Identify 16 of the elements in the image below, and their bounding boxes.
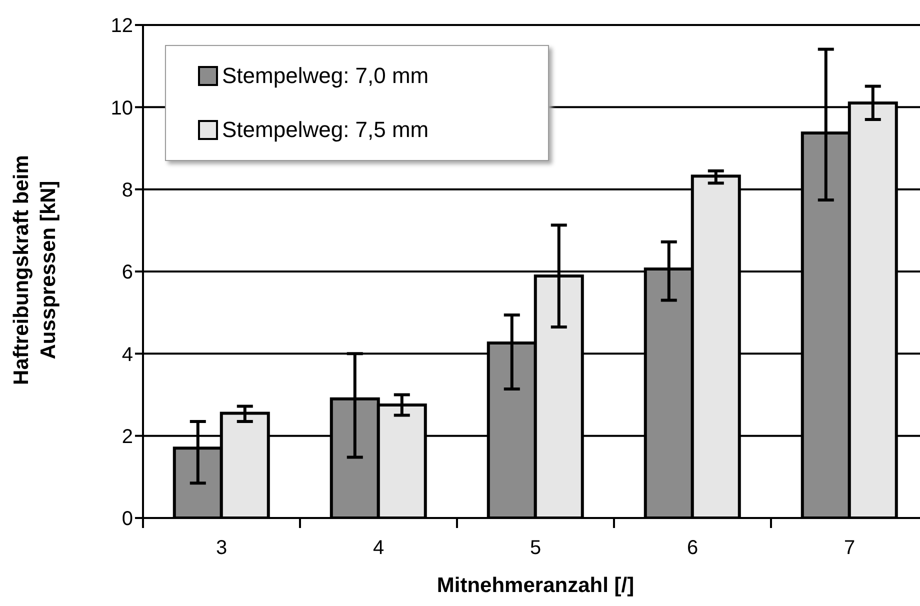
y-tick-label: 0 (122, 508, 133, 530)
x-axis-title: Mitnehmeranzahl [/] (436, 574, 634, 597)
x-tick-label: 6 (686, 537, 698, 559)
y-tick-label: 10 (110, 97, 133, 120)
y-tick-label: 2 (122, 426, 133, 448)
y-tick-label: 12 (110, 15, 133, 38)
legend-label: Stempelweg: 7,0 mm (222, 63, 429, 89)
x-tick-label: 5 (530, 537, 542, 559)
x-tick-label: 4 (372, 537, 384, 559)
legend-label: Stempelweg: 7,5 mm (222, 117, 429, 143)
y-axis-title: Haftreibungskraft beim Ausspressen [kN] (9, 154, 61, 387)
y-tick-label: 4 (122, 344, 133, 366)
x-tick-label: 7 (844, 537, 856, 559)
x-tick-label: 3 (216, 537, 228, 559)
y-tick-label: 8 (122, 179, 133, 202)
y-tick-label: 6 (122, 262, 133, 284)
